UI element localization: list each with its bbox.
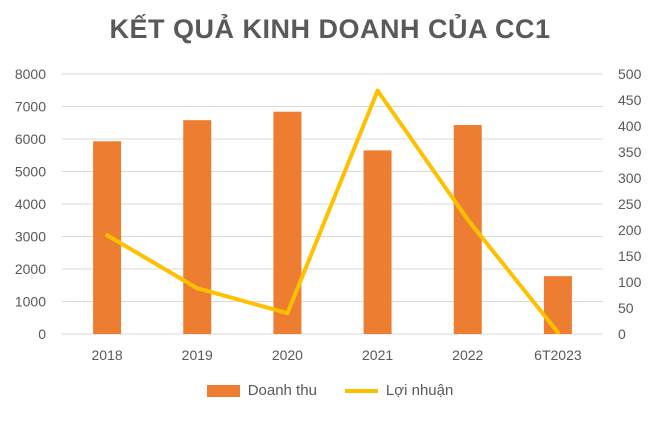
y-right-tick-label: 50 — [618, 300, 634, 316]
y-right-tick-label: 200 — [618, 222, 642, 238]
legend-swatch-revenue — [206, 384, 240, 397]
legend: Doanh thu Lợi nhuận — [0, 382, 660, 399]
y-right-tick-label: 450 — [618, 92, 642, 108]
legend-swatch-profit — [344, 388, 378, 393]
x-tick-label: 6T2023 — [534, 347, 582, 363]
bar-revenue — [363, 150, 392, 334]
bar-revenue — [183, 120, 212, 335]
y-right-tick-label: 250 — [618, 196, 642, 212]
y-left-tick-label: 4000 — [15, 196, 46, 212]
legend-item-profit: Lợi nhuận — [344, 382, 454, 399]
y-left-tick-label: 6000 — [15, 131, 46, 147]
y-left-tick-label: 0 — [38, 326, 46, 342]
y-right-tick-label: 350 — [618, 144, 642, 160]
point-profit — [285, 311, 290, 316]
bar-revenue — [543, 276, 572, 334]
y-right-tick-label: 150 — [618, 248, 642, 264]
point-profit — [375, 88, 380, 93]
y-left-tick-label: 7000 — [15, 99, 46, 115]
point-profit — [465, 217, 470, 222]
chart-title: KẾT QUẢ KINH DOANH CỦA CC1 — [109, 14, 551, 44]
x-tick-label: 2020 — [272, 347, 303, 363]
point-profit — [105, 233, 110, 238]
x-tick-label: 2018 — [92, 347, 123, 363]
y-left-tick-label: 1000 — [15, 294, 46, 310]
bar-revenue — [273, 111, 302, 334]
legend-label-profit: Lợi nhuận — [385, 382, 454, 399]
y-right-tick-label: 400 — [618, 118, 642, 134]
x-tick-label: 2019 — [182, 347, 213, 363]
y-left-tick-label: 8000 — [15, 66, 46, 82]
y-left-tick-label: 5000 — [15, 164, 46, 180]
y-right-tick-label: 100 — [618, 274, 642, 290]
x-tick-label: 2022 — [452, 347, 483, 363]
y-right-tick-label: 500 — [618, 66, 642, 82]
line-profit — [106, 88, 560, 334]
point-profit — [195, 286, 200, 291]
legend-label-revenue: Doanh thu — [247, 382, 317, 399]
point-profit — [555, 330, 560, 335]
y-left-tick-label: 2000 — [15, 261, 46, 277]
legend-item-revenue: Doanh thu — [206, 382, 317, 399]
bar-revenue — [93, 141, 122, 334]
y-right-tick-label: 0 — [618, 326, 626, 342]
y-left-tick-label: 3000 — [15, 229, 46, 245]
y-right-tick-label: 300 — [618, 170, 642, 186]
x-tick-label: 2021 — [362, 347, 393, 363]
